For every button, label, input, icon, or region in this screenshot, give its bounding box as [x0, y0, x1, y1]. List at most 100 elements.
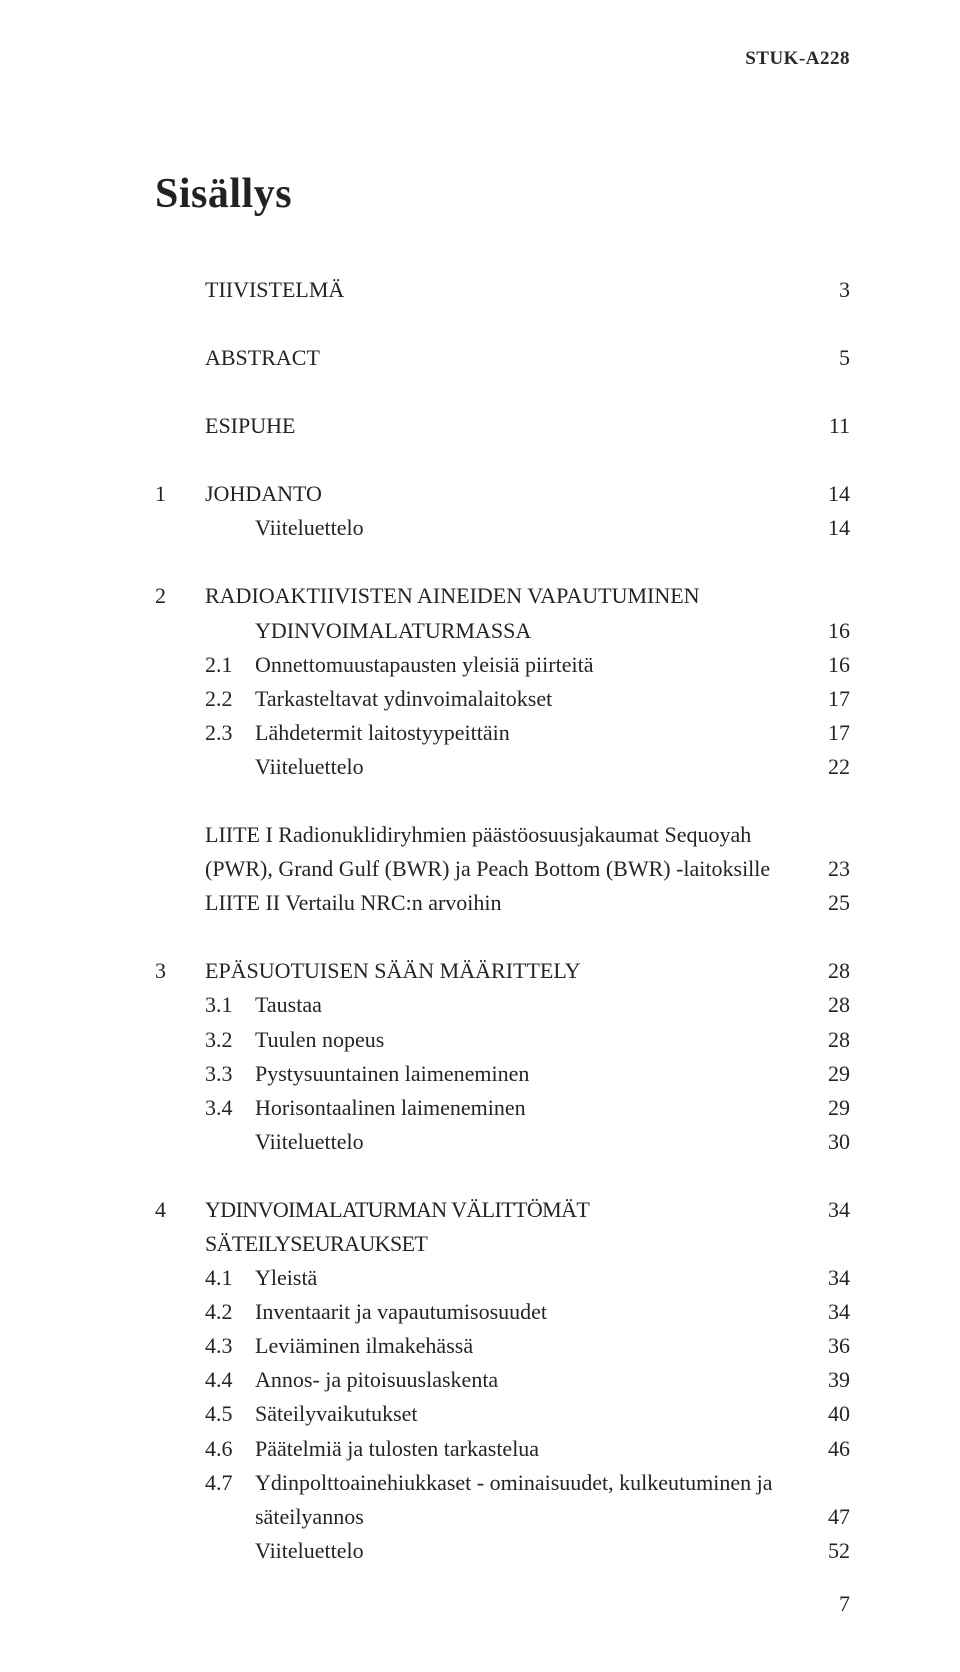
toc-label: ESIPUHE: [205, 409, 802, 443]
toc-label: YDINVOIMALATURMASSA: [255, 614, 802, 648]
toc-num: 4.3: [205, 1329, 255, 1363]
toc-label: Yleistä: [255, 1261, 802, 1295]
toc-label: Pystysuuntainen laimeneminen: [255, 1057, 802, 1091]
toc-row: 3 EPÄSUOTUISEN SÄÄN MÄÄRITTELY 28: [155, 954, 850, 988]
toc-num: 4.1: [205, 1261, 255, 1295]
toc-page: 28: [802, 1023, 850, 1057]
toc-page: 16: [802, 614, 850, 648]
toc-label: Viiteluettelo: [255, 511, 802, 545]
toc-row: 2.2 Tarkasteltavat ydinvoimalaitokset 17: [155, 682, 850, 716]
toc-page: 3: [802, 273, 850, 307]
toc-label: Tuulen nopeus: [255, 1023, 802, 1057]
toc-row: 4.1 Yleistä 34: [155, 1261, 850, 1295]
toc-label: Inventaarit ja vapautumisosuudet: [255, 1295, 802, 1329]
toc-label: Tarkasteltavat ydinvoimalaitokset: [255, 682, 802, 716]
toc-row: ABSTRACT 5: [155, 341, 850, 375]
toc-num: 3: [155, 954, 205, 988]
toc-row: TIIVISTELMÄ 3: [155, 273, 850, 307]
toc-row: 3.4 Horisontaalinen laimeneminen 29: [155, 1091, 850, 1125]
toc-row-liite: LIITE I Radionuklidiryhmien päästöosuusj…: [155, 818, 850, 852]
toc-page: 14: [802, 511, 850, 545]
toc-row: 3.2 Tuulen nopeus 28: [155, 1023, 850, 1057]
toc-label: RADIOAKTIIVISTEN AINEIDEN VAPAUTUMINEN: [205, 579, 802, 613]
toc-row: 4.2 Inventaarit ja vapautumisosuudet 34: [155, 1295, 850, 1329]
toc-label: (PWR), Grand Gulf (BWR) ja Peach Bottom …: [205, 852, 802, 886]
toc-num: 4: [155, 1193, 205, 1227]
page-title: Sisällys: [155, 170, 850, 218]
toc-page: 34: [802, 1295, 850, 1329]
toc-row: Viiteluettelo 52: [155, 1534, 850, 1568]
toc-row: YDINVOIMALATURMASSA 16: [155, 614, 850, 648]
toc-row: 2.1 Onnettomuustapausten yleisiä piirtei…: [155, 648, 850, 682]
toc-row-liite: LIITE II Vertailu NRC:n arvoihin 25: [155, 886, 850, 920]
toc-num: 2.3: [205, 716, 255, 750]
toc-label: YDINVOIMALATURMAN VÄLITTÖMÄT SÄTEILYSEUR…: [205, 1193, 802, 1261]
toc-row: 4.6 Päätelmiä ja tulosten tarkastelua 46: [155, 1432, 850, 1466]
toc-row: Viiteluettelo 30: [155, 1125, 850, 1159]
toc-row: 4.7 Ydinpolttoainehiukkaset - ominaisuud…: [155, 1466, 850, 1500]
toc-page: 11: [802, 409, 850, 443]
toc-row: säteilyannos 47: [155, 1500, 850, 1534]
toc-label: Lähdetermit laitostyypeittäin: [255, 716, 802, 750]
toc-label: Päätelmiä ja tulosten tarkastelua: [255, 1432, 802, 1466]
toc-row: 2 RADIOAKTIIVISTEN AINEIDEN VAPAUTUMINEN: [155, 579, 850, 613]
toc-label: Viiteluettelo: [255, 1125, 802, 1159]
toc-page: 22: [802, 750, 850, 784]
toc-page: 34: [802, 1193, 850, 1227]
toc-label: JOHDANTO: [205, 477, 802, 511]
toc-row: 4.4 Annos- ja pitoisuuslaskenta 39: [155, 1363, 850, 1397]
page-number: 7: [839, 1591, 850, 1617]
toc-page: 14: [802, 477, 850, 511]
toc-row: Viiteluettelo 14: [155, 511, 850, 545]
toc-num: 4.4: [205, 1363, 255, 1397]
toc-row: 4 YDINVOIMALATURMAN VÄLITTÖMÄT SÄTEILYSE…: [155, 1193, 850, 1261]
doc-header: STUK-A228: [745, 48, 850, 70]
toc-content: Sisällys TIIVISTELMÄ 3 ABSTRACT 5 ESIPUH…: [155, 170, 850, 1568]
toc-row: 3.3 Pystysuuntainen laimeneminen 29: [155, 1057, 850, 1091]
toc-label: TIIVISTELMÄ: [205, 273, 802, 307]
toc-row: Viiteluettelo 22: [155, 750, 850, 784]
toc-page: 17: [802, 682, 850, 716]
toc-page: 25: [802, 886, 850, 920]
toc-label: LIITE I Radionuklidiryhmien päästöosuusj…: [205, 818, 802, 852]
toc-label: säteilyannos: [255, 1500, 802, 1534]
toc-row: 3.1 Taustaa 28: [155, 988, 850, 1022]
toc-label: Onnettomuustapausten yleisiä piirteitä: [255, 648, 802, 682]
toc-label: Viiteluettelo: [255, 1534, 802, 1568]
toc-label: EPÄSUOTUISEN SÄÄN MÄÄRITTELY: [205, 954, 802, 988]
toc-label: Taustaa: [255, 988, 802, 1022]
toc-page: 40: [802, 1397, 850, 1431]
toc-page: 16: [802, 648, 850, 682]
toc-num: 4.2: [205, 1295, 255, 1329]
toc-page: 30: [802, 1125, 850, 1159]
toc-num: 3.2: [205, 1023, 255, 1057]
toc-num: 4.5: [205, 1397, 255, 1431]
toc-row: 4.3 Leviäminen ilmakehässä 36: [155, 1329, 850, 1363]
toc-num: 2.1: [205, 648, 255, 682]
toc-num: 2: [155, 579, 205, 613]
toc-page: 28: [802, 988, 850, 1022]
toc-row: 1 JOHDANTO 14: [155, 477, 850, 511]
toc-num: 3.1: [205, 988, 255, 1022]
toc-row: 2.3 Lähdetermit laitostyypeittäin 17: [155, 716, 850, 750]
toc-num: 3.3: [205, 1057, 255, 1091]
toc-num: 4.7: [205, 1466, 255, 1500]
toc-page: 23: [802, 852, 850, 886]
toc-label: Säteilyvaikutukset: [255, 1397, 802, 1431]
toc-label: LIITE II Vertailu NRC:n arvoihin: [205, 886, 802, 920]
toc-label: ABSTRACT: [205, 341, 802, 375]
toc-page: 39: [802, 1363, 850, 1397]
toc-label: Viiteluettelo: [255, 750, 802, 784]
toc-label: Horisontaalinen laimeneminen: [255, 1091, 802, 1125]
toc-num: 4.6: [205, 1432, 255, 1466]
toc-label: Ydinpolttoainehiukkaset - ominaisuudet, …: [255, 1466, 802, 1500]
toc-page: 28: [802, 954, 850, 988]
toc-page: 36: [802, 1329, 850, 1363]
toc-page: 47: [802, 1500, 850, 1534]
toc-page: 52: [802, 1534, 850, 1568]
toc-label: Leviäminen ilmakehässä: [255, 1329, 802, 1363]
toc-num: 2.2: [205, 682, 255, 716]
toc-page: 29: [802, 1091, 850, 1125]
toc-label: Annos- ja pitoisuuslaskenta: [255, 1363, 802, 1397]
toc-row: 4.5 Säteilyvaikutukset 40: [155, 1397, 850, 1431]
